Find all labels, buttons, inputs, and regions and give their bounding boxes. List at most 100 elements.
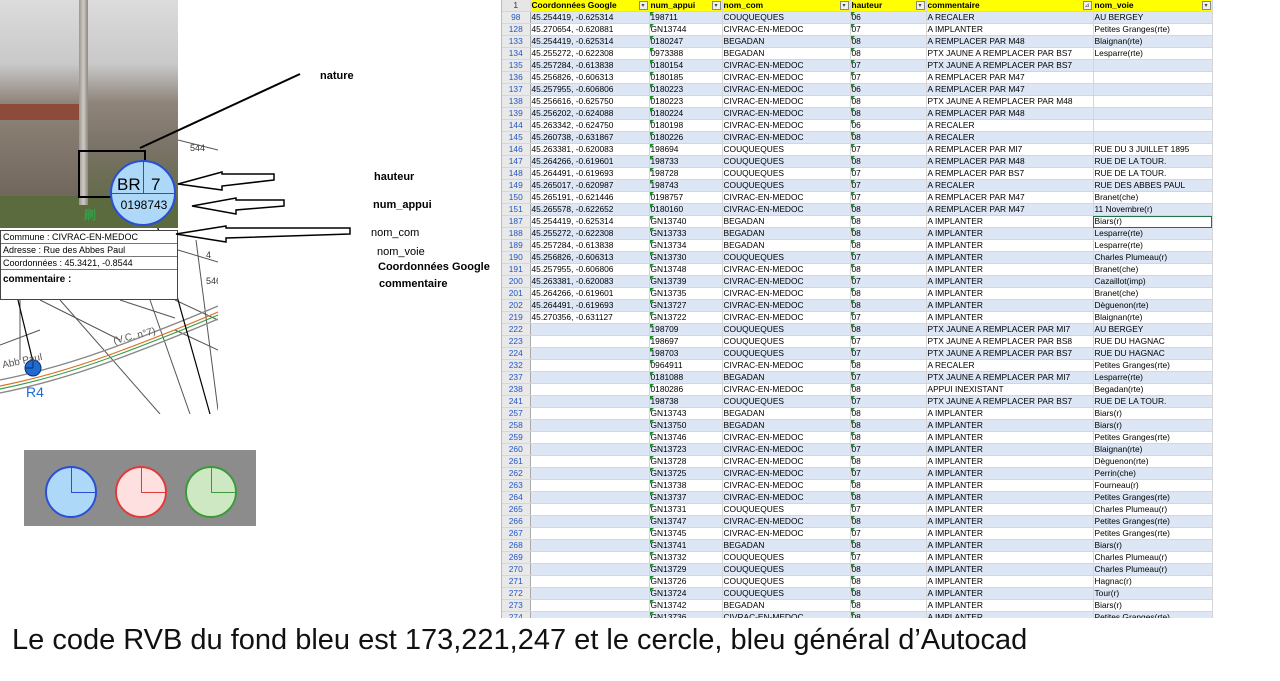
row-number[interactable]: 1 (502, 0, 531, 13)
table-cell[interactable]: 45.263342, -0.624750 (530, 119, 650, 133)
table-cell[interactable]: BEGADAN (722, 539, 851, 553)
table-cell[interactable]: 45.256826, -0.606313 (530, 251, 650, 265)
table-cell[interactable]: 45.264266, -0.619601 (530, 155, 650, 169)
table-cell[interactable]: CIVRAC-EN-MEDOC (722, 431, 851, 445)
table-cell[interactable] (530, 515, 650, 529)
table-cell[interactable]: BEGADAN (722, 239, 851, 253)
row-number[interactable]: 264 (502, 491, 531, 505)
table-cell[interactable]: RUE DU 3 JUILLET 1895 (1093, 143, 1213, 157)
table-cell[interactable]: 08 (850, 227, 927, 241)
table-cell[interactable]: Biars(r) (1093, 539, 1213, 553)
table-cell[interactable]: 198743 (649, 179, 723, 193)
row-number[interactable]: 137 (502, 83, 531, 97)
table-cell[interactable]: 198733 (649, 155, 723, 169)
table-cell[interactable]: 08 (850, 587, 927, 601)
table-cell[interactable] (530, 467, 650, 481)
table-cell[interactable]: BEGADAN (722, 371, 851, 385)
row-number[interactable]: 232 (502, 359, 531, 373)
table-cell[interactable]: RUE DES ABBES PAUL (1093, 179, 1213, 193)
table-cell[interactable]: 08 (850, 35, 927, 49)
table-cell[interactable]: A IMPLANTER (926, 407, 1094, 421)
table-cell[interactable]: 45.264491, -0.619693 (530, 167, 650, 181)
table-cell[interactable]: GN13742 (649, 599, 723, 613)
table-cell[interactable]: A IMPLANTER (926, 491, 1094, 505)
table-cell[interactable]: RUE DE LA TOUR. (1093, 167, 1213, 181)
row-number[interactable]: 267 (502, 527, 531, 541)
table-cell[interactable]: Blaignan(rte) (1093, 35, 1213, 49)
table-cell[interactable]: 45.270654, -0.620881 (530, 23, 650, 37)
table-cell[interactable]: CIVRAC-EN-MEDOC (722, 71, 851, 85)
table-cell[interactable]: RUE DE LA TOUR. (1093, 155, 1213, 169)
row-number[interactable]: 272 (502, 587, 531, 601)
table-cell[interactable]: 45.270356, -0.631127 (530, 311, 650, 325)
table-cell[interactable]: CIVRAC-EN-MEDOC (722, 515, 851, 529)
table-cell[interactable]: 06 (850, 119, 927, 133)
filter-dropdown-icon[interactable]: ▾ (711, 1, 721, 10)
table-cell[interactable] (530, 443, 650, 457)
table-cell[interactable]: 0180160 (649, 203, 723, 217)
filter-dropdown-icon[interactable]: ▾ (638, 1, 648, 10)
table-cell[interactable]: 07 (850, 467, 927, 481)
table-cell[interactable]: 06 (850, 83, 927, 97)
row-number[interactable]: 273 (502, 599, 531, 613)
table-cell[interactable]: A REMPLACER PAR MI7 (926, 143, 1094, 157)
table-cell[interactable]: A REMPLACER PAR M47 (926, 191, 1094, 205)
table-cell[interactable] (530, 359, 650, 373)
table-cell[interactable]: CIVRAC-EN-MEDOC (722, 95, 851, 109)
table-cell[interactable]: Biars(r) (1093, 599, 1213, 613)
row-number[interactable]: 200 (502, 275, 531, 289)
table-cell[interactable]: 08 (850, 107, 927, 121)
table-cell[interactable]: PTX JAUNE A REMPLACER PAR M48 (926, 95, 1094, 109)
table-cell[interactable]: Petites Granges(rte) (1093, 431, 1213, 445)
table-cell[interactable] (530, 611, 650, 618)
row-number[interactable]: 150 (502, 191, 531, 205)
table-cell[interactable]: 0964911 (649, 359, 723, 373)
table-cell[interactable]: Biars(r) (1093, 407, 1213, 421)
table-cell[interactable]: COUQUEQUES (722, 179, 851, 193)
table-cell[interactable]: GN13730 (649, 251, 723, 265)
table-cell[interactable]: A IMPLANTER (926, 431, 1094, 445)
table-cell[interactable]: CIVRAC-EN-MEDOC (722, 455, 851, 469)
table-cell[interactable]: Biars(r) (1093, 419, 1213, 433)
table-cell[interactable]: BEGADAN (722, 227, 851, 241)
table-cell[interactable]: COUQUEQUES (722, 575, 851, 589)
table-cell[interactable]: 0180198 (649, 119, 723, 133)
table-cell[interactable]: 08 (850, 359, 927, 373)
table-cell[interactable]: 08 (850, 215, 927, 229)
table-cell[interactable]: Charles Plumeau(r) (1093, 503, 1213, 517)
table-cell[interactable] (530, 407, 650, 421)
table-cell[interactable]: RUE DU HAGNAC (1093, 347, 1213, 361)
table-cell[interactable]: CIVRAC-EN-MEDOC (722, 131, 851, 145)
table-cell[interactable]: A REMPLACER PAR M48 (926, 155, 1094, 169)
table-cell[interactable]: GN13731 (649, 503, 723, 517)
row-number[interactable]: 133 (502, 35, 531, 49)
table-cell[interactable]: 08 (850, 515, 927, 529)
table-cell[interactable] (530, 347, 650, 361)
table-cell[interactable]: 06 (850, 11, 927, 25)
table-cell[interactable]: 07 (850, 143, 927, 157)
row-number[interactable]: 190 (502, 251, 531, 265)
row-number[interactable]: 269 (502, 551, 531, 565)
table-cell[interactable]: 198728 (649, 167, 723, 181)
row-number[interactable]: 98 (502, 11, 531, 25)
table-cell[interactable]: 45.256616, -0.625750 (530, 95, 650, 109)
table-cell[interactable]: 07 (850, 251, 927, 265)
row-number[interactable]: 187 (502, 215, 531, 229)
table-cell[interactable]: 07 (850, 275, 927, 289)
table-cell[interactable]: A RECALER (926, 359, 1094, 373)
table-cell[interactable]: 07 (850, 179, 927, 193)
table-cell[interactable]: Biars(r) (1093, 215, 1213, 229)
table-cell[interactable]: COUQUEQUES (722, 551, 851, 565)
row-number[interactable]: 270 (502, 563, 531, 577)
table-cell[interactable]: GN13750 (649, 419, 723, 433)
row-number[interactable]: 260 (502, 443, 531, 457)
table-cell[interactable]: Petites Granges(rte) (1093, 491, 1213, 505)
table-cell[interactable]: 0180247 (649, 35, 723, 49)
table-cell[interactable]: 45.263381, -0.620083 (530, 143, 650, 157)
table-cell[interactable]: 0180154 (649, 59, 723, 73)
table-cell[interactable]: A REMPLACER PAR M47 (926, 203, 1094, 217)
table-cell[interactable]: 08 (850, 263, 927, 277)
table-cell[interactable]: Blaignan(rte) (1093, 311, 1213, 325)
table-cell[interactable]: A IMPLANTER (926, 275, 1094, 289)
table-cell[interactable]: CIVRAC-EN-MEDOC (722, 23, 851, 37)
